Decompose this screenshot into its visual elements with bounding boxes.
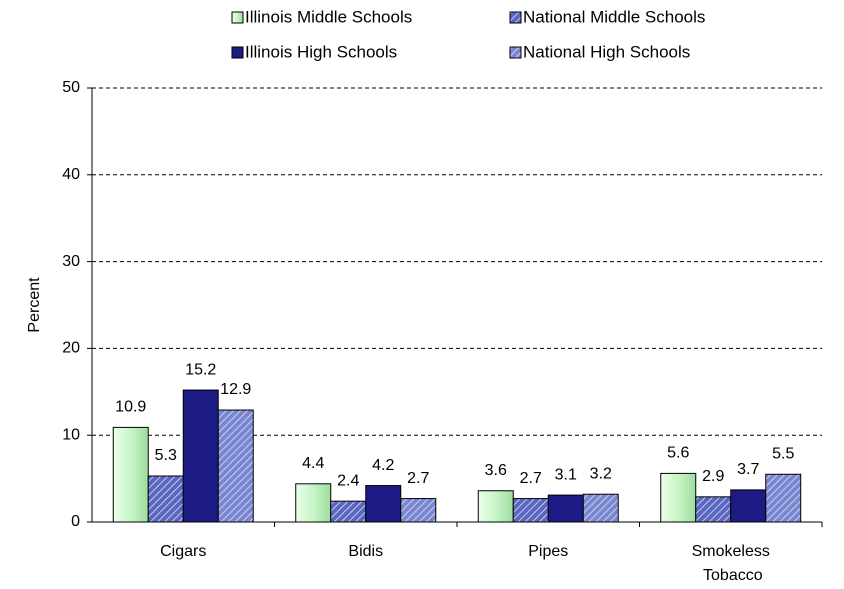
data-label: 3.1	[555, 466, 577, 483]
bar	[660, 472, 697, 523]
data-label: 2.9	[702, 468, 724, 485]
bar	[582, 493, 619, 523]
bar	[477, 490, 514, 523]
data-label: 5.6	[667, 445, 689, 462]
data-label: 2.7	[407, 470, 429, 487]
bar	[365, 485, 402, 523]
data-label: 2.4	[337, 472, 359, 489]
x-tick-label: Bidis	[348, 543, 383, 560]
y-tick-label: 50	[62, 79, 80, 96]
y-axis-label: Percent	[26, 277, 43, 333]
y-tick-label: 0	[71, 513, 80, 530]
data-label: 5.5	[772, 445, 794, 462]
x-tick-label: Cigars	[160, 543, 206, 560]
bar	[547, 494, 584, 523]
data-label: 3.6	[485, 462, 507, 479]
legend-swatch	[231, 46, 244, 59]
y-tick-label: 20	[62, 340, 80, 357]
legend-label: Illinois High Schools	[245, 42, 397, 61]
bar	[182, 389, 219, 523]
data-label: 3.2	[590, 465, 612, 482]
x-tick-label: Pipes	[528, 543, 568, 560]
bar	[147, 475, 184, 523]
legend-swatch	[509, 11, 522, 24]
bar	[765, 473, 802, 523]
data-label: 5.3	[155, 447, 177, 464]
data-label: 10.9	[115, 399, 146, 416]
legend-label: National Middle Schools	[523, 7, 705, 26]
legend-label: Illinois Middle Schools	[245, 7, 412, 26]
data-label: 4.4	[302, 455, 324, 472]
bar	[217, 409, 254, 523]
legend-label: National High Schools	[523, 42, 690, 61]
bar	[295, 483, 332, 523]
y-tick-label: 40	[62, 166, 80, 183]
bar	[330, 500, 367, 523]
bar	[730, 489, 767, 523]
data-label: 12.9	[220, 381, 251, 398]
data-label: 3.7	[737, 461, 759, 478]
bar	[400, 498, 437, 523]
y-tick-label: 10	[62, 426, 80, 443]
legend-swatch	[231, 11, 244, 24]
data-label: 15.2	[185, 361, 216, 378]
data-label: 4.2	[372, 457, 394, 474]
x-tick-label: Smokeless Tobacco	[692, 543, 770, 584]
bar	[112, 426, 149, 523]
bar	[512, 498, 549, 523]
data-label: 2.7	[520, 470, 542, 487]
legend-swatch	[509, 46, 522, 59]
bar	[695, 496, 732, 523]
y-tick-label: 30	[62, 253, 80, 270]
